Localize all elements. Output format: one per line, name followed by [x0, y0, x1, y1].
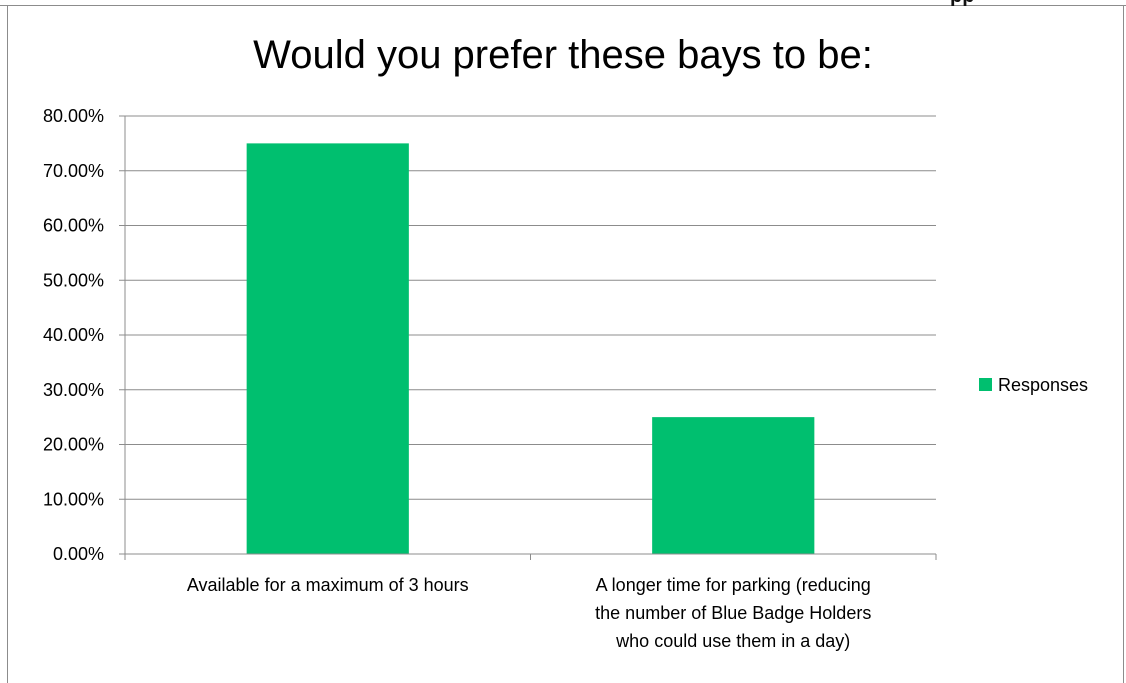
y-tick-label: 20.00%	[43, 435, 104, 455]
y-tick-label: 30.00%	[43, 380, 104, 400]
y-tick-label: 80.00%	[43, 106, 104, 126]
x-category-label: Available for a maximum of 3 hours	[187, 575, 469, 595]
x-axis-category-labels: Available for a maximum of 3 hours A long…	[187, 575, 871, 651]
y-tick-label: 40.00%	[43, 325, 104, 345]
x-category-label-line: A longer time for parking (reducing	[596, 575, 871, 595]
frame-right-border	[1123, 5, 1124, 683]
legend-label: Responses	[998, 375, 1088, 395]
axes	[124, 116, 937, 560]
y-axis-ticks: 0.00% 10.00% 20.00% 30.00% 40.00% 50.00% 60.00…	[43, 106, 125, 564]
legend-swatch	[979, 378, 992, 391]
bar-1	[246, 143, 409, 554]
bars	[246, 143, 815, 554]
frame-left-border	[7, 5, 8, 683]
y-tick-label: 70.00%	[43, 161, 104, 181]
x-category-label-line: the number of Blue Badge Holders	[595, 603, 871, 623]
x-category-label-line: Available for a maximum of 3 hours	[187, 575, 469, 595]
y-tick-label: 10.00%	[43, 489, 104, 509]
y-tick-label: 50.00%	[43, 270, 104, 290]
x-category-label-line: who could use them in a day)	[615, 631, 850, 651]
y-tick-label: 60.00%	[43, 216, 104, 236]
bar-2	[652, 417, 815, 554]
cropped-heading-fragment: pp	[950, 0, 1020, 6]
chart-title: Would you prefer these bays to be:	[253, 33, 873, 77]
legend: Responses	[979, 375, 1088, 395]
y-tick-label: 0.00%	[53, 544, 104, 564]
x-category-label: A longer time for parking (reducing the n…	[595, 575, 871, 651]
frame-top-border	[0, 5, 1126, 6]
